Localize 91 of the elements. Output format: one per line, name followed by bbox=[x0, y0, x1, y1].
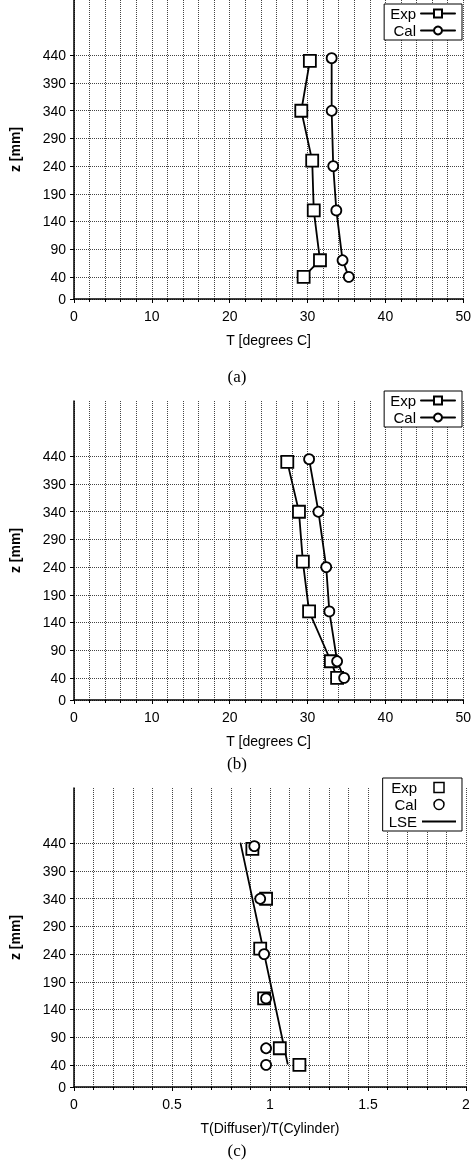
y-tick-label: 40 bbox=[50, 669, 67, 686]
x-tick-label: 10 bbox=[144, 709, 160, 725]
x-tick-label: 50 bbox=[455, 308, 472, 324]
y-axis-title: z [mm] bbox=[7, 527, 23, 574]
point bbox=[305, 153, 320, 168]
legend-label: Exp bbox=[391, 779, 417, 796]
text: (a) bbox=[227, 367, 247, 386]
y-tick-label: 140 bbox=[42, 614, 67, 631]
y-tick-label: 390 bbox=[42, 863, 67, 880]
y-tick-label: 240 bbox=[42, 946, 67, 963]
y-tick-label: 140 bbox=[42, 213, 67, 230]
x-tick-label: 0 bbox=[70, 1096, 79, 1112]
y-tick-label: 0 bbox=[58, 1079, 67, 1095]
y-tick-label: 0 bbox=[58, 692, 67, 708]
x-tick-label: 20 bbox=[221, 308, 238, 324]
x-tick-label: 10 bbox=[144, 308, 160, 324]
y-tick-label: 390 bbox=[42, 75, 67, 92]
y-tick-label: 290 bbox=[42, 918, 67, 935]
x-axis-title: T(Diffuser)/T(Cylinder) bbox=[200, 1120, 340, 1136]
point bbox=[306, 203, 321, 218]
y-tick-label: 90 bbox=[50, 642, 67, 659]
y-tick-label: 240 bbox=[42, 559, 67, 576]
legend-label: Exp bbox=[390, 392, 416, 409]
x-tick-label: 1.5 bbox=[358, 1096, 378, 1112]
x-tick-label: 50 bbox=[455, 709, 472, 725]
x-tick-label: 1 bbox=[266, 1096, 275, 1112]
x-tick-label: 30 bbox=[299, 308, 316, 324]
point bbox=[294, 103, 309, 118]
point bbox=[323, 605, 336, 618]
point bbox=[296, 269, 311, 284]
point bbox=[272, 1041, 287, 1056]
y-tick-label: 0 bbox=[58, 291, 67, 307]
y-tick-label: 440 bbox=[42, 835, 67, 852]
point bbox=[325, 52, 338, 65]
legend-label: LSE bbox=[388, 813, 417, 830]
point bbox=[303, 453, 315, 466]
y-tick-label: 290 bbox=[42, 531, 67, 548]
point bbox=[330, 204, 343, 217]
text: (b) bbox=[227, 754, 247, 773]
x-tick-label: 0 bbox=[70, 308, 79, 324]
point bbox=[260, 1042, 272, 1055]
y-tick-label: 440 bbox=[42, 47, 67, 64]
point bbox=[342, 270, 355, 283]
y-tick-label: 340 bbox=[42, 102, 67, 119]
y-axis-title: z [mm] bbox=[7, 126, 23, 173]
x-tick-label: 0 bbox=[70, 709, 79, 725]
x-tick-label: 0.5 bbox=[162, 1096, 182, 1112]
point bbox=[295, 554, 310, 569]
text: (c) bbox=[227, 1141, 247, 1160]
y-tick-label: 90 bbox=[50, 241, 67, 258]
y-tick-label: 290 bbox=[42, 130, 67, 147]
point bbox=[336, 254, 349, 267]
x-tick-label: 2 bbox=[462, 1096, 471, 1112]
y-tick-label: 440 bbox=[42, 448, 67, 465]
point bbox=[312, 505, 325, 518]
point bbox=[331, 655, 344, 668]
point bbox=[280, 455, 295, 469]
y-tick-label: 390 bbox=[42, 476, 67, 493]
x-tick-label: 20 bbox=[221, 709, 238, 725]
point bbox=[292, 504, 306, 519]
y-tick-label: 40 bbox=[50, 268, 67, 285]
point bbox=[302, 54, 317, 68]
point bbox=[327, 160, 340, 173]
y-tick-label: 40 bbox=[50, 1056, 67, 1073]
x-tick-label: 30 bbox=[299, 709, 316, 725]
point bbox=[320, 561, 333, 574]
y-tick-label: 190 bbox=[42, 586, 67, 603]
point bbox=[338, 671, 351, 684]
y-tick-label: 340 bbox=[42, 503, 67, 520]
point bbox=[325, 104, 338, 117]
x-axis-title: T [degrees C] bbox=[226, 733, 311, 749]
point bbox=[260, 1058, 272, 1071]
y-axis-title: z [mm] bbox=[7, 914, 23, 961]
point bbox=[313, 253, 327, 268]
point bbox=[258, 948, 271, 961]
legend-label: Cal bbox=[394, 796, 417, 813]
point bbox=[302, 604, 316, 619]
x-axis-title: T [degrees C] bbox=[226, 332, 311, 348]
legend-label: Cal bbox=[393, 22, 416, 39]
y-tick-label: 140 bbox=[42, 1001, 67, 1018]
y-tick-label: 190 bbox=[42, 973, 67, 990]
y-tick-label: 340 bbox=[42, 890, 67, 907]
y-tick-label: 90 bbox=[50, 1029, 67, 1046]
point bbox=[254, 892, 267, 905]
legend-label: Exp bbox=[390, 5, 416, 22]
y-tick-label: 190 bbox=[42, 185, 67, 202]
x-tick-label: 40 bbox=[377, 709, 394, 725]
point bbox=[292, 1057, 307, 1072]
y-tick-label: 240 bbox=[42, 158, 67, 175]
legend-label: Cal bbox=[393, 409, 416, 426]
x-tick-label: 40 bbox=[377, 308, 394, 324]
